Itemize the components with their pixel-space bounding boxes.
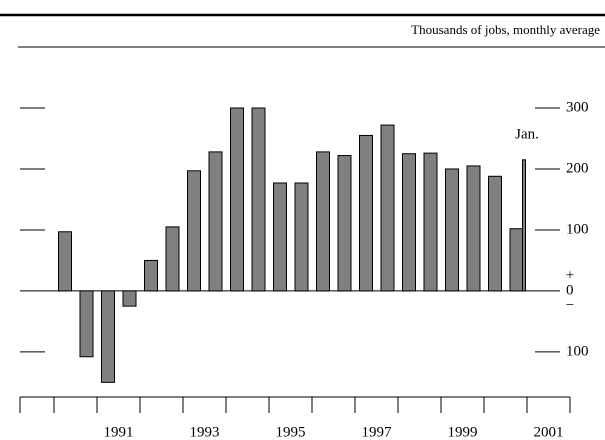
sign-plus: +: [566, 267, 574, 283]
bar: [165, 226, 180, 292]
x-tick-label: 1995: [276, 424, 306, 440]
bar: [230, 107, 244, 292]
bar: [359, 134, 373, 292]
subtitle: Thousands of jobs, monthly average: [411, 22, 600, 37]
bar: [337, 155, 352, 292]
bar: [101, 290, 115, 383]
bar: [79, 290, 94, 358]
bar: [187, 170, 201, 292]
bar: [122, 290, 137, 307]
x-tick-label: 1993: [190, 424, 220, 440]
bar: [466, 165, 481, 292]
bar: [509, 228, 524, 292]
bar: [273, 182, 287, 292]
bar: [208, 151, 223, 292]
bar: [423, 152, 438, 292]
y-tick-label: 100: [566, 221, 589, 237]
bar: [316, 151, 330, 292]
annotation-label: Jan.: [515, 126, 539, 142]
x-tick-label: 1997: [362, 424, 393, 440]
y-tick-label: 300: [566, 99, 589, 115]
sign-minus: −: [566, 297, 574, 313]
x-tick-label: 1999: [448, 424, 478, 440]
bar: [144, 259, 158, 292]
bar: [294, 182, 309, 292]
bar: [58, 231, 72, 292]
bar: [251, 107, 266, 292]
bar: [380, 124, 395, 292]
bar: [445, 168, 459, 292]
y-tick-label: 0: [566, 282, 574, 298]
y-tick-label: 100: [566, 343, 589, 359]
x-tick-label: 1991: [104, 424, 134, 440]
y-tick-label: 200: [566, 160, 589, 176]
x-tick-label: 2001: [534, 424, 564, 440]
jan-bar: [522, 159, 526, 292]
bar: [402, 153, 416, 292]
bar: [488, 175, 502, 292]
